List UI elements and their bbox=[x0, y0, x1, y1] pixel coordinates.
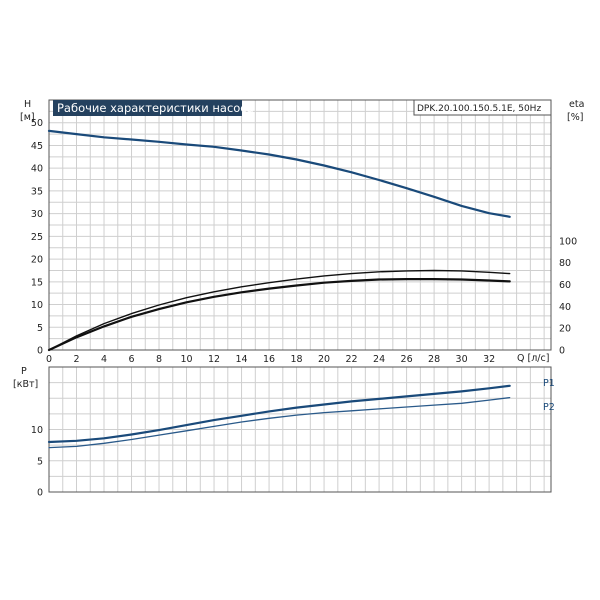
y-tick-label-head: 50 bbox=[31, 118, 43, 129]
y-tick-label-eta: 40 bbox=[559, 302, 571, 313]
head-curve bbox=[47, 129, 511, 218]
chart-title: Рабочие характеристики насоса bbox=[57, 101, 254, 115]
y-tick-label-eta: 20 bbox=[559, 324, 571, 335]
y-tick-label-head: 5 bbox=[37, 323, 43, 334]
y-tick-label-eta: 80 bbox=[559, 258, 571, 269]
x-tick-label: 24 bbox=[373, 354, 385, 365]
x-tick-label: 32 bbox=[483, 354, 495, 365]
power-series bbox=[47, 384, 511, 449]
y-tick-label-power: 5 bbox=[37, 456, 43, 467]
x-tick-label: 2 bbox=[73, 354, 79, 365]
x-tick-label: 10 bbox=[180, 354, 192, 365]
x-tick-label: 28 bbox=[428, 354, 440, 365]
x-tick-label: 8 bbox=[156, 354, 162, 365]
x-tick-label: 4 bbox=[101, 354, 107, 365]
y-axis-unit-eta: [%] bbox=[567, 112, 583, 123]
x-tick-label: 14 bbox=[236, 354, 248, 365]
power-tick-labels: 0 5 10 bbox=[31, 425, 43, 499]
y-tick-label-head: 45 bbox=[31, 141, 43, 152]
y-tick-label-head: 40 bbox=[31, 164, 43, 175]
y-tick-label-eta: 60 bbox=[559, 280, 571, 291]
x-tick-label: 16 bbox=[263, 354, 275, 365]
legend-p2: P2 bbox=[543, 402, 555, 413]
head-efficiency-tick-labels: 0 2 4 6 8 10 12 14 16 18 20 22 24 26 28 30 3205101520253… bbox=[31, 118, 577, 365]
efficiency-curve-upper bbox=[48, 269, 511, 351]
x-tick-label: 6 bbox=[128, 354, 134, 365]
y-tick-label-eta: 100 bbox=[559, 236, 577, 247]
chart-title-box bbox=[53, 100, 242, 116]
x-axis-label: Q [л/с] bbox=[517, 353, 549, 364]
y-tick-label-head: 35 bbox=[31, 186, 43, 197]
head-efficiency-plot-frame bbox=[48, 99, 552, 351]
y-tick-label-head: 10 bbox=[31, 300, 43, 311]
y-tick-label-head: 15 bbox=[31, 277, 43, 288]
x-tick-label: 30 bbox=[456, 354, 468, 365]
y-tick-label-head: 0 bbox=[37, 346, 43, 357]
model-label: DPK.20.100.150.5.1E, 50Hz bbox=[417, 104, 541, 114]
y-tick-label-head: 25 bbox=[31, 232, 43, 243]
y-axis-unit-head: [м] bbox=[20, 112, 35, 123]
y-axis-label-power: P bbox=[21, 366, 27, 377]
y-axis-unit-power: [кВт] bbox=[13, 379, 38, 390]
power-grid bbox=[48, 366, 551, 493]
x-tick-label: 26 bbox=[401, 354, 413, 365]
y-tick-label-eta: 0 bbox=[559, 346, 565, 357]
x-tick-label: 12 bbox=[208, 354, 220, 365]
power-curve-p2 bbox=[48, 396, 511, 449]
power-curve-p1 bbox=[47, 384, 511, 444]
y-tick-label-power: 10 bbox=[31, 425, 43, 436]
x-tick-label: 0 bbox=[46, 354, 52, 365]
x-tick-label: 20 bbox=[318, 354, 330, 365]
y-axis-label-eta: eta bbox=[569, 99, 584, 110]
x-tick-label: 22 bbox=[346, 354, 358, 365]
y-tick-label-power: 0 bbox=[37, 488, 43, 499]
head-efficiency-grid bbox=[48, 99, 551, 351]
head-efficiency-series bbox=[47, 129, 511, 352]
y-tick-label-head: 20 bbox=[31, 255, 43, 266]
y-tick-label-head: 30 bbox=[31, 209, 43, 220]
efficiency-curve-lower bbox=[47, 278, 511, 352]
y-axis-label-head: H bbox=[24, 99, 31, 110]
legend-p1: P1 bbox=[543, 378, 555, 389]
power-plot-frame bbox=[48, 366, 552, 493]
model-label-box bbox=[413, 99, 552, 116]
x-tick-label: 18 bbox=[291, 354, 303, 365]
